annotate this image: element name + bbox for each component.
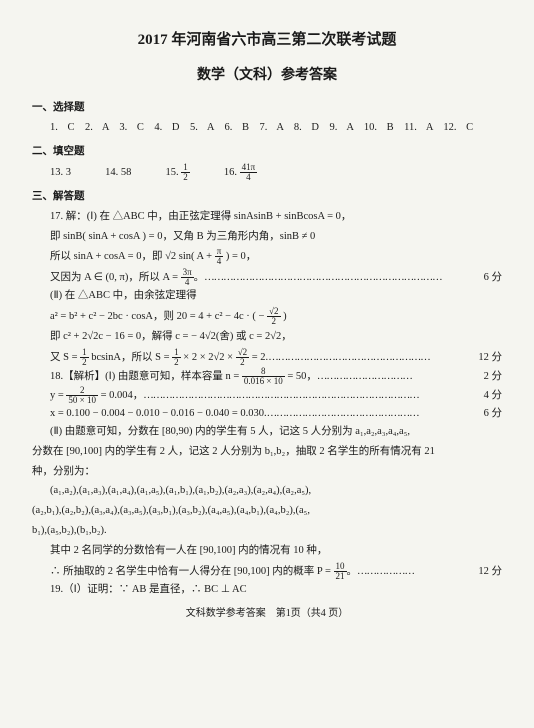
score-4: 4 分 xyxy=(480,387,502,405)
doc-title: 2017 年河南省六市高三第二次联考试题 xyxy=(32,28,502,54)
q17-l4: 又因为 A ∈ (0, π)，所以 A = 3π4。 …………………………………… xyxy=(32,268,502,287)
score-12b: 12 分 xyxy=(474,563,502,581)
q18-l6: 种，分别为： xyxy=(32,463,502,481)
score-6: 6 分 xyxy=(480,269,502,287)
q18-l4: (Ⅱ) 由题意可知，分数在 [80,90) 内的学生有 5 人，记这 5 人分别… xyxy=(32,423,502,441)
q19-l1: 19.（Ⅰ）证明：∵ AB 是直径，∴ BC ⊥ AC xyxy=(32,581,502,599)
score-2: 2 分 xyxy=(480,368,502,386)
q17-l6: a² = b² + c² − 2bc · cosA，则 20 = 4 + c² … xyxy=(32,307,502,326)
q18-l10: 其中 2 名同学的分数恰有一人在 [90,100] 内的情况有 10 种， xyxy=(32,542,502,560)
q18-l5: 分数在 [90,100] 内的学生有 2 人，记这 2 人分别为 b₁,b₂，抽… xyxy=(32,443,502,461)
q18-l1: 18.【解析】(Ⅰ) 由题意可知，样本容量 n = 80.016 × 10 = … xyxy=(32,367,502,386)
ans14: 14. 58 xyxy=(105,167,131,178)
mc-answers: 1. C 2. A 3. C 4. D 5. A 6. B 7. A 8. D … xyxy=(32,119,502,137)
q18-l11: ∴ 所抽取的 2 名学生中恰有一人得分在 [90,100] 内的概率 P = 1… xyxy=(32,562,502,581)
q17-l1: 17. 解：(Ⅰ) 在 △ABC 中，由正弦定理得 sinAsinB + sin… xyxy=(32,208,502,226)
q17-l8: 又 S = 12 bcsinA，所以 S = 12 × 2 × 2√2 × √2… xyxy=(32,348,502,367)
ans15: 15. 12 xyxy=(166,167,190,178)
q17-l5: (Ⅱ) 在 △ABC 中，由余弦定理得 xyxy=(32,287,502,305)
q18-l8: (a₂,b₁),(a₂,b₂),(a₃,a₄),(a₃,a₅),(a₃,b₁),… xyxy=(32,502,502,520)
section2-head: 二、填空题 xyxy=(32,143,502,161)
section3-head: 三、解答题 xyxy=(32,188,502,206)
q18-l9: b₁),(a₅,b₂),(b₁,b₂). xyxy=(32,522,502,540)
ans16: 16. 41π4 xyxy=(224,167,257,178)
score-6b: 6 分 xyxy=(480,405,502,423)
q18-l7: (a₁,a₂),(a₁,a₃),(a₁,a₄),(a₁,a₅),(a₁,b₁),… xyxy=(32,482,502,500)
doc-subtitle: 数学（文科）参考答案 xyxy=(32,64,502,88)
q17-l7: 即 c² + 2√2c − 16 = 0，解得 c = − 4√2(舍) 或 c… xyxy=(32,328,502,346)
ans13: 13. 3 xyxy=(50,167,71,178)
q18-l3: x = 0.100 − 0.004 − 0.010 − 0.016 − 0.04… xyxy=(32,405,502,423)
page-footer: 文科数学参考答案 第1页（共4 页） xyxy=(32,605,502,622)
q18-l2: y = 250 × 10 = 0.004， ………………………………………………… xyxy=(32,386,502,405)
q17-l3: 所以 sinA + cosA = 0，即 √2 sin( A + π4 ) = … xyxy=(32,247,502,266)
q17-l2: 即 sinB( sinA + cosA ) = 0，又角 B 为三角形内角，si… xyxy=(32,228,502,246)
fill-answers: 13. 3 14. 58 15. 12 16. 41π4 xyxy=(32,163,502,182)
section1-head: 一、选择题 xyxy=(32,99,502,117)
score-12a: 12 分 xyxy=(474,349,502,367)
